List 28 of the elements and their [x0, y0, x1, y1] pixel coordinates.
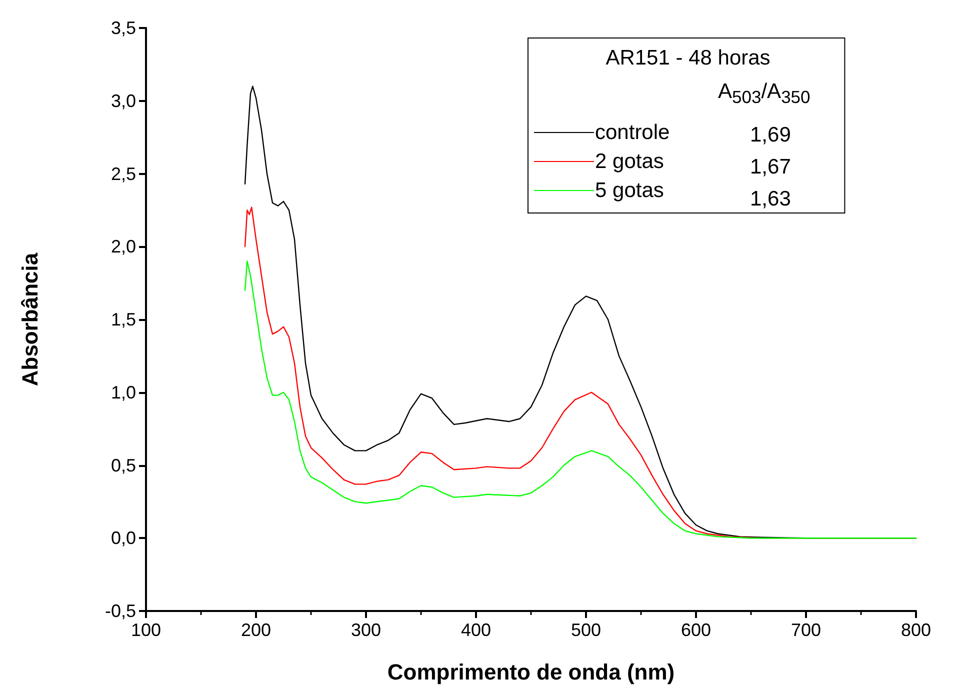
y-tick-label: 3,0: [110, 90, 136, 111]
y-tick-label: 2,0: [110, 236, 136, 257]
annotation: A$_{503}$/A$_{350}$: [718, 80, 810, 108]
annotation: 1,67: [750, 156, 791, 178]
legend-label: controle: [595, 121, 670, 144]
y-axis-title: Absorbância: [18, 252, 42, 386]
legend-title: AR151 - 48 horas: [606, 46, 770, 70]
y-tick-label: -0,5: [104, 601, 136, 621]
y-tick-label: 2,5: [110, 164, 136, 184]
legend-label: 5 gotas: [595, 179, 664, 202]
annotation: 1,63: [750, 188, 791, 210]
y-tick-label: 1,5: [110, 310, 136, 330]
y-tick-label: 0,0: [110, 528, 136, 548]
x-tick-label: 700: [790, 620, 822, 640]
x-tick-label: 300: [350, 620, 382, 640]
line-series: [244, 260, 917, 539]
x-axis-title: Comprimento de onda (nm): [387, 660, 675, 684]
x-tick-label: 500: [570, 620, 602, 640]
x-tick-label: 100: [130, 620, 162, 640]
y-tick-label: 0,5: [110, 455, 136, 476]
legend-label: 2 gotas: [595, 150, 664, 173]
y-tick-label: 1,0: [110, 382, 136, 402]
x-tick-label: 800: [900, 620, 932, 640]
x-tick-label: 400: [460, 620, 492, 640]
y-tick-label: 3,5: [110, 18, 136, 38]
x-tick-label: 200: [240, 620, 272, 640]
x-tick-label: 600: [680, 620, 712, 640]
annotation: 1,69: [750, 124, 791, 146]
